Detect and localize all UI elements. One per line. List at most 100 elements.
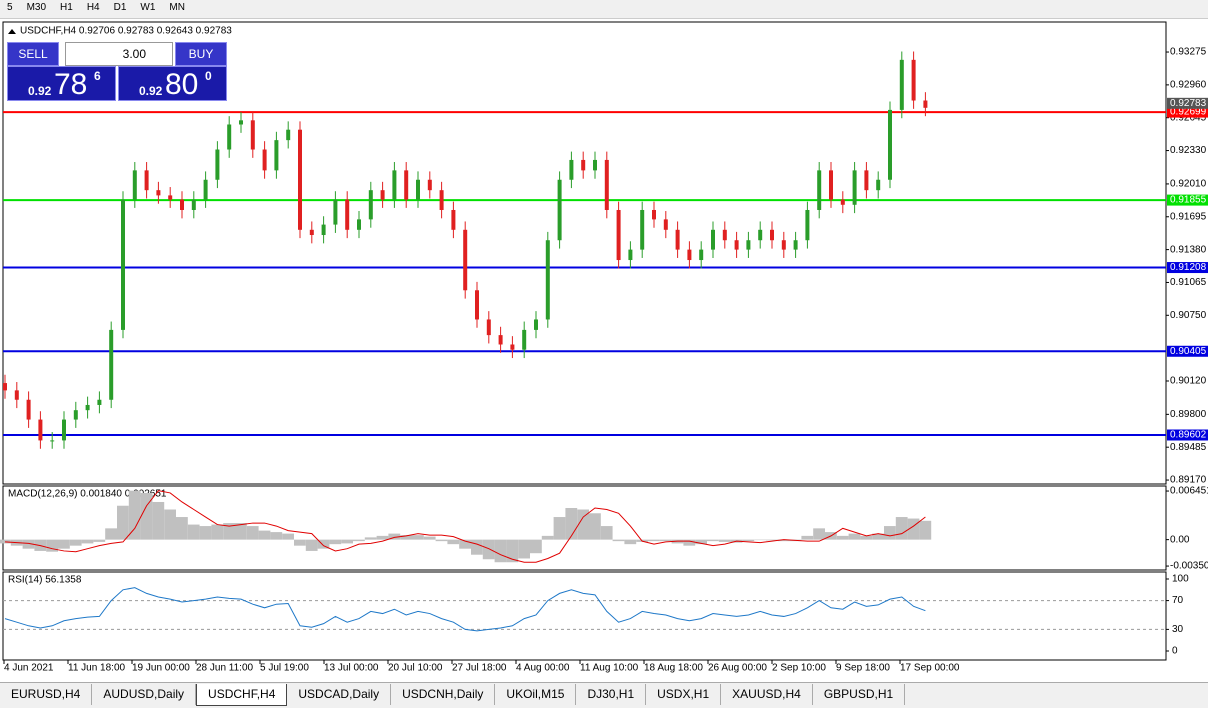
candle-body bbox=[97, 399, 102, 405]
macd-bar bbox=[58, 539, 70, 549]
candle-body bbox=[62, 419, 66, 441]
candle-body bbox=[781, 240, 786, 250]
x-tick-label: 20 Jul 10:00 bbox=[388, 663, 443, 674]
candle-body bbox=[852, 170, 857, 205]
macd-bar bbox=[164, 509, 176, 540]
ask-quote[interactable]: 0.92 80 0 bbox=[118, 66, 227, 101]
macd-bar bbox=[482, 539, 495, 560]
candle-body bbox=[345, 199, 350, 230]
y-tick-label: 30 bbox=[1172, 624, 1184, 635]
x-tick-label: 18 Aug 18:00 bbox=[644, 663, 703, 674]
y-tick-label: -0.003507 bbox=[1170, 561, 1208, 572]
macd-bar bbox=[282, 533, 294, 540]
macd-bar bbox=[176, 517, 188, 540]
macd-bar bbox=[376, 535, 389, 540]
candle-body bbox=[829, 170, 833, 200]
symbol-tab[interactable]: UKOil,M15 bbox=[495, 684, 577, 705]
candle-body bbox=[864, 170, 869, 191]
ask-big: 0.92 bbox=[139, 84, 163, 98]
timeframe-button[interactable]: D1 bbox=[113, 2, 127, 13]
level-label: 0.92699 bbox=[1170, 107, 1207, 118]
y-tick-label: 0.92010 bbox=[1170, 179, 1207, 190]
level-label: 0.91855 bbox=[1170, 195, 1207, 206]
macd-bar bbox=[117, 505, 129, 540]
candle-body bbox=[569, 159, 574, 180]
symbol-tab[interactable]: USDCHF,H4 bbox=[196, 684, 288, 706]
candle-body bbox=[510, 344, 515, 350]
macd-bar bbox=[187, 524, 200, 540]
sell-button[interactable]: SELL bbox=[7, 42, 59, 66]
lot-input[interactable]: 3.00 bbox=[65, 42, 173, 66]
timeframe-button[interactable]: H1 bbox=[60, 2, 73, 13]
level-label-box bbox=[1167, 345, 1208, 357]
symbol-tab[interactable]: GBPUSD,H1 bbox=[813, 684, 906, 705]
y-tick-label: 0.89485 bbox=[1170, 442, 1207, 453]
macd-bar bbox=[494, 539, 507, 563]
candle-body bbox=[132, 170, 137, 200]
timeframe-button[interactable]: MN bbox=[169, 2, 185, 13]
level-label: 0.89602 bbox=[1170, 430, 1207, 441]
symbol-tab[interactable]: DJ30,H1 bbox=[576, 684, 647, 705]
macd-bar bbox=[742, 539, 755, 542]
candle-body bbox=[144, 170, 149, 191]
macd-bar bbox=[353, 539, 365, 542]
timeframe-button[interactable]: H4 bbox=[86, 2, 100, 13]
candle-body bbox=[427, 179, 432, 191]
timeframe-button[interactable]: 5 bbox=[7, 2, 13, 13]
symbol-tab[interactable]: USDCNH,Daily bbox=[391, 684, 496, 705]
candle-body bbox=[321, 224, 326, 236]
timeframe-button[interactable]: W1 bbox=[140, 2, 156, 13]
macd-bar bbox=[695, 539, 707, 545]
candle-body bbox=[770, 229, 774, 241]
macd-bar bbox=[199, 526, 212, 540]
price-title: USDCHF,H4 0.92706 0.92783 0.92643 0.9278… bbox=[20, 26, 232, 37]
candle-body bbox=[250, 120, 255, 150]
symbol-tab[interactable]: AUDUSD,Daily bbox=[92, 684, 197, 705]
macd-bar bbox=[388, 533, 401, 540]
macd-bar bbox=[235, 523, 247, 540]
candle-body bbox=[711, 229, 715, 250]
macd-title: MACD(12,26,9) 0.001840 0.002651 bbox=[8, 489, 167, 500]
macd-bar bbox=[659, 539, 672, 542]
candle-body bbox=[392, 170, 397, 200]
candle-body bbox=[640, 209, 645, 250]
symbol-tab[interactable]: USDX,H1 bbox=[646, 684, 722, 705]
current-price-label: 0.92783 bbox=[1170, 98, 1207, 109]
candle-body bbox=[923, 100, 928, 108]
macd-bar bbox=[81, 539, 94, 544]
buy-button[interactable]: BUY bbox=[175, 42, 227, 66]
y-tick-label: 0.91380 bbox=[1170, 244, 1207, 255]
macd-bar bbox=[317, 539, 330, 549]
symbol-tab[interactable]: XAUUSD,H4 bbox=[721, 684, 813, 705]
x-tick-label: 5 Jul 19:00 bbox=[260, 663, 309, 674]
trade-panel: SELL 3.00 BUY 0.92 78 6 0.92 80 0 bbox=[7, 42, 227, 101]
macd-bar bbox=[459, 539, 471, 549]
timeframe-button[interactable]: M30 bbox=[26, 2, 47, 13]
macd-bar bbox=[707, 539, 719, 542]
candle-body bbox=[840, 199, 845, 205]
collapse-icon[interactable] bbox=[8, 29, 16, 34]
bid-quote[interactable]: 0.92 78 6 bbox=[7, 66, 116, 101]
lot-value: 3.00 bbox=[122, 47, 146, 61]
macd-bar bbox=[270, 532, 283, 540]
candle-body bbox=[439, 190, 444, 210]
x-tick-label: 19 Jun 00:00 bbox=[132, 663, 190, 674]
symbol-tab[interactable]: EURUSD,H4 bbox=[0, 684, 93, 705]
candle-body bbox=[168, 195, 173, 200]
candle-body bbox=[3, 383, 7, 391]
macd-bar bbox=[553, 517, 566, 540]
candle-body bbox=[85, 404, 90, 411]
macd-bar bbox=[223, 523, 235, 540]
y-tick-label: 0.91065 bbox=[1170, 277, 1207, 288]
candle-body bbox=[404, 170, 409, 200]
candle-body bbox=[380, 190, 385, 200]
macd-bar bbox=[22, 539, 35, 549]
y-tick-label: 0.00 bbox=[1170, 534, 1190, 545]
macd-bar bbox=[400, 535, 412, 540]
x-tick-label: 4 Jun 2021 bbox=[4, 663, 54, 674]
macd-bar bbox=[754, 539, 766, 541]
macd-bar bbox=[813, 528, 825, 540]
macd-bar bbox=[329, 539, 342, 545]
symbol-tab[interactable]: USDCAD,Daily bbox=[287, 684, 392, 705]
y-tick-label: 0.006451 bbox=[1170, 486, 1208, 497]
